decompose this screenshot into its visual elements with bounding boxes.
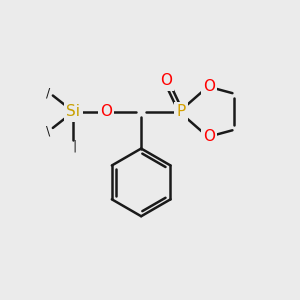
Text: O: O — [203, 79, 215, 94]
Text: P: P — [176, 104, 185, 119]
Text: |: | — [73, 139, 77, 152]
Text: O: O — [160, 73, 172, 88]
Text: O: O — [100, 104, 112, 119]
Text: /: / — [46, 86, 50, 99]
Text: \: \ — [46, 124, 50, 137]
Text: Si: Si — [66, 104, 80, 119]
Text: O: O — [203, 129, 215, 144]
